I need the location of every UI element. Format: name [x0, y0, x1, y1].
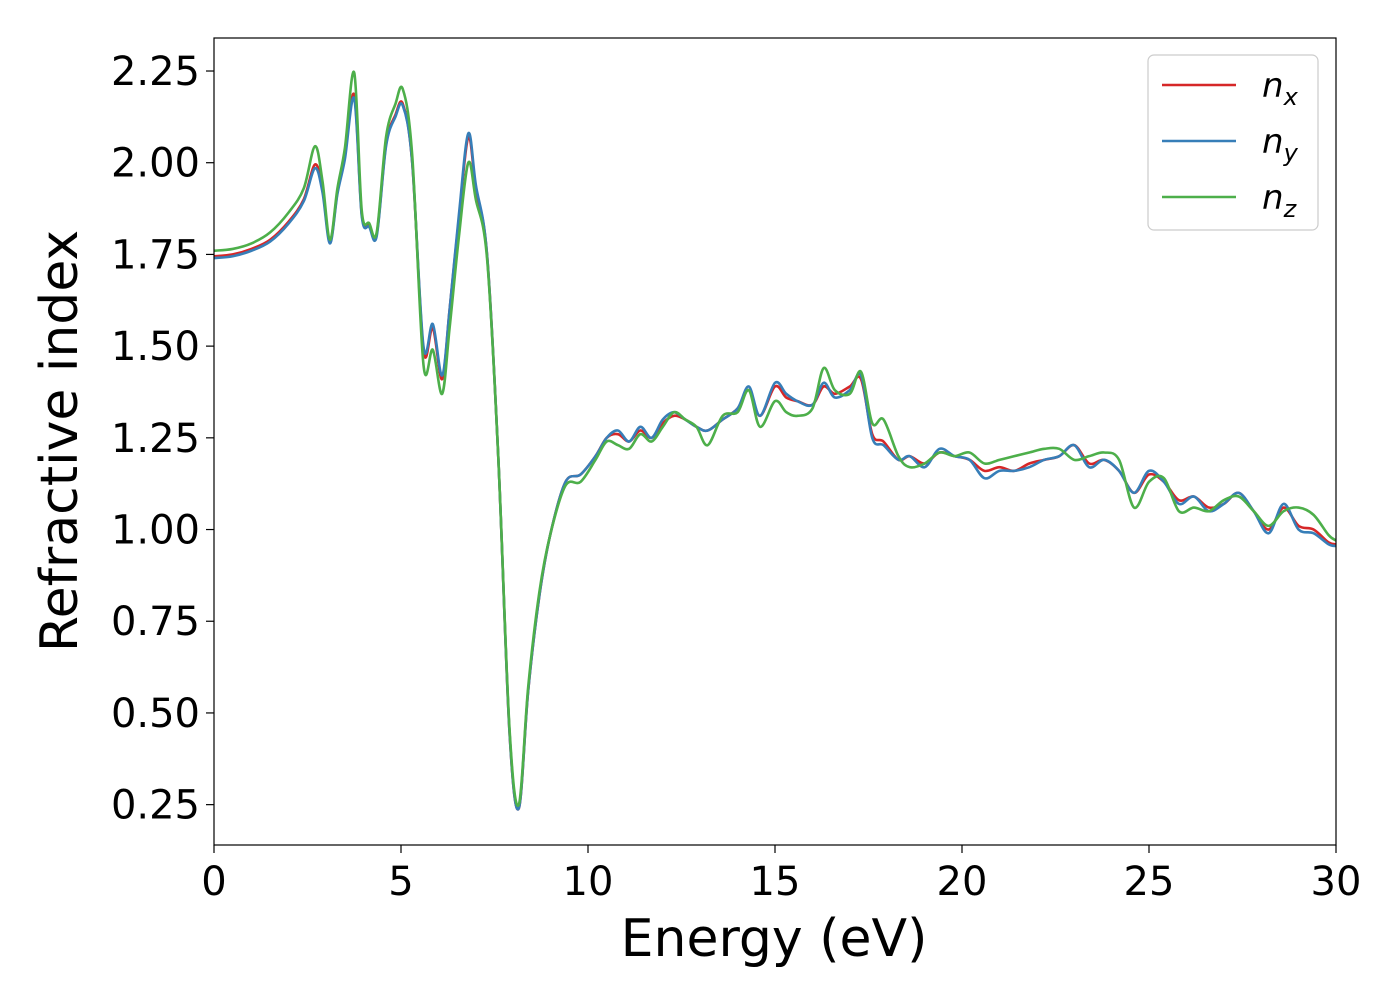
y-tick-label: 0.25 [111, 783, 200, 829]
x-axis-title: Energy (eV) [621, 909, 928, 969]
legend-label-x: nx [1262, 66, 1299, 111]
y-tick-label: 0.75 [111, 599, 200, 645]
legend-box [1147, 54, 1319, 231]
x-tick-label: 25 [1124, 859, 1175, 905]
y-tick-label: 1.75 [111, 232, 200, 278]
y-tick-label: 2.00 [111, 141, 200, 187]
legend-label-y: ny [1262, 122, 1299, 167]
series-line-z [214, 70, 1336, 807]
legend-layer: nx ny nz [1147, 54, 1319, 231]
x-tick-label: 10 [563, 859, 614, 905]
series-layer [214, 70, 1336, 811]
x-tick-label: 0 [201, 859, 226, 905]
y-tick-label: 1.25 [111, 416, 200, 462]
x-tick-label: 20 [937, 859, 988, 905]
y-tick-label: 0.50 [111, 691, 200, 737]
x-tick-label: 15 [750, 859, 801, 905]
x-tick-label: 30 [1311, 859, 1362, 905]
y-tick-label: 2.25 [111, 49, 200, 95]
axes-layer: 0 5 10 15 20 25 30 0.25 0.50 0.75 1.00 1.25 1.50 1.75… [111, 37, 1362, 905]
legend-label-z: nz [1262, 178, 1298, 223]
y-tick-label: 1.00 [111, 508, 200, 554]
y-axis-title: Refractive index [30, 230, 90, 652]
x-tick-label: 5 [388, 859, 413, 905]
y-tick-label: 1.50 [111, 324, 200, 370]
